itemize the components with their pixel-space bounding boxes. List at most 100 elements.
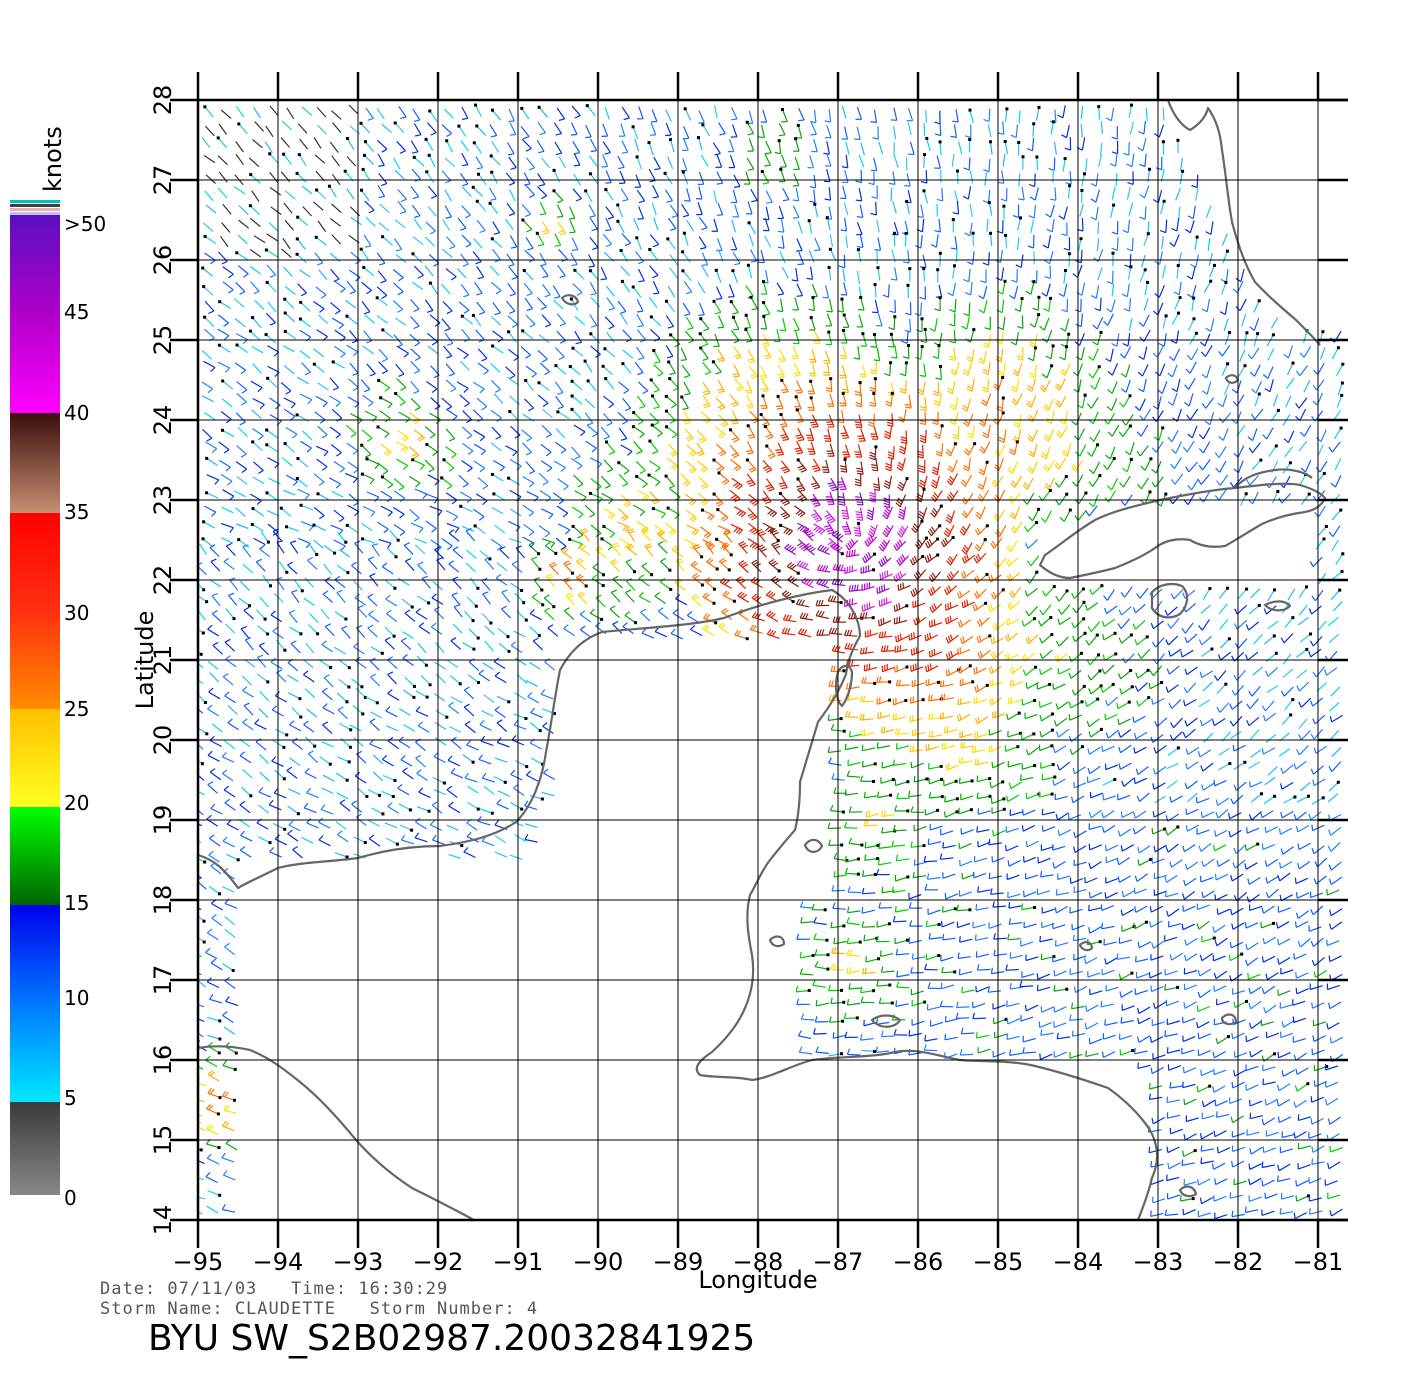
wind-barb — [334, 852, 349, 859]
wind-barb — [992, 621, 1006, 631]
wind-barb — [958, 968, 973, 976]
wind-barb — [969, 170, 974, 184]
wind-barb — [1312, 379, 1325, 391]
wind-barb — [457, 124, 467, 138]
wind-barb — [301, 836, 314, 844]
wind-barb — [777, 364, 786, 379]
wind-barb — [732, 252, 741, 266]
wind-barb — [315, 188, 327, 200]
wind-barb — [442, 219, 451, 231]
wind-barb — [415, 690, 429, 699]
wind-barb — [467, 674, 480, 684]
wind-barb — [397, 189, 407, 203]
wind-barb — [206, 1138, 221, 1150]
wind-barb — [225, 1138, 238, 1151]
wind-barb — [1297, 1163, 1311, 1170]
wind-barb — [1265, 1031, 1280, 1039]
wind-barb — [1088, 891, 1103, 899]
wind-barb — [846, 682, 860, 690]
wind-barb — [848, 584, 863, 592]
wind-barb — [1182, 1149, 1197, 1158]
wind-barb — [1126, 186, 1131, 200]
wind-barb — [386, 609, 398, 622]
wind-barb — [908, 790, 922, 798]
wind-barb — [304, 767, 317, 779]
wind-barb — [350, 251, 362, 265]
wind-barb — [541, 538, 555, 548]
wind-barb — [684, 428, 694, 442]
wind-barb — [477, 172, 487, 186]
wind-barb — [933, 393, 943, 407]
wind-barb — [1117, 793, 1131, 801]
wind-barb — [681, 269, 692, 282]
wind-barb — [444, 205, 453, 219]
wind-barb — [635, 236, 643, 251]
wind-barb — [890, 187, 893, 202]
wind-barb — [586, 379, 597, 392]
wind-barb — [797, 522, 810, 534]
wind-barb — [843, 821, 858, 829]
wind-barb — [1280, 846, 1294, 855]
wind-barb — [894, 805, 910, 813]
wind-barb — [398, 803, 412, 812]
wind-barb — [490, 362, 501, 373]
wind-barb — [1052, 922, 1066, 930]
wind-barb — [1168, 648, 1182, 657]
colorbar-label: 15 — [64, 891, 89, 915]
wind-barb — [974, 573, 989, 584]
wind-barb — [443, 108, 455, 119]
wind-barb — [807, 219, 813, 234]
wind-barb — [281, 248, 292, 259]
wind-barb — [322, 721, 333, 735]
wind-barb — [1277, 989, 1291, 997]
wind-barb — [1074, 509, 1087, 521]
wind-barb — [1253, 633, 1263, 645]
wind-barb — [768, 558, 781, 573]
wind-barb — [1024, 587, 1039, 597]
wind-barb — [878, 997, 894, 1005]
wind-barb — [1111, 237, 1119, 251]
wind-barb — [823, 350, 831, 364]
wind-barb — [1293, 1131, 1307, 1139]
wind-barb — [825, 313, 833, 327]
wind-barb — [902, 220, 909, 235]
wind-barb — [1197, 749, 1212, 758]
colorbar-label: 30 — [64, 601, 89, 625]
wind-barb — [1151, 441, 1164, 453]
wind-barb — [833, 937, 847, 945]
wind-barb — [589, 608, 604, 621]
wind-barb — [906, 283, 910, 299]
wind-barb — [601, 154, 609, 168]
wind-barb — [712, 299, 722, 315]
wind-barb — [556, 313, 566, 327]
wind-barb — [209, 579, 222, 588]
wind-barb — [244, 637, 254, 651]
wind-barb — [612, 575, 623, 589]
wind-barb — [465, 528, 475, 542]
wind-barb — [537, 173, 546, 187]
wind-barb — [541, 157, 551, 169]
wind-barb — [377, 139, 388, 153]
wind-barb — [362, 394, 374, 407]
wind-barb — [993, 949, 1007, 957]
wind-barb — [218, 171, 228, 183]
wind-barb — [975, 716, 989, 725]
wind-barb — [715, 238, 723, 252]
wind-barb — [925, 109, 927, 123]
wind-barb — [731, 477, 743, 490]
wind-barb — [1280, 764, 1294, 774]
wind-barb — [1117, 718, 1131, 726]
wind-barb — [798, 1046, 813, 1055]
wind-barb — [922, 267, 926, 282]
wind-barb — [873, 283, 877, 298]
wind-barb — [339, 799, 351, 812]
wind-barb — [905, 199, 910, 215]
wind-barb — [1164, 935, 1178, 942]
wind-barb — [538, 525, 551, 538]
wind-barb — [537, 121, 546, 136]
wind-barb — [203, 315, 215, 327]
wind-barb — [297, 153, 307, 167]
wind-barb — [697, 136, 703, 151]
wind-barb — [264, 248, 278, 258]
wind-barb — [1029, 334, 1038, 348]
